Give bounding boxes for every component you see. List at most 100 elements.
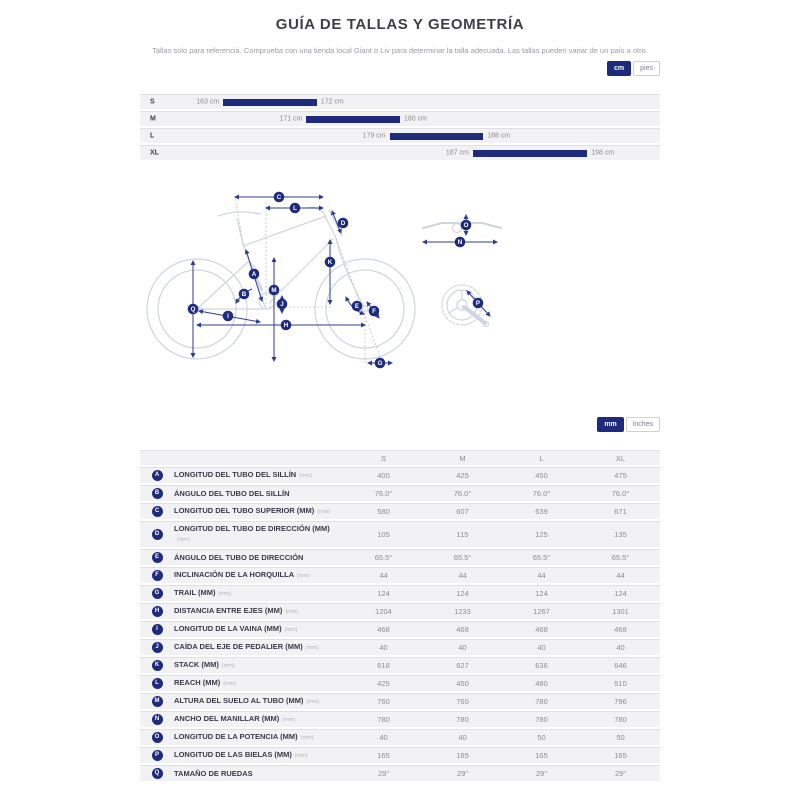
bike-geometry-illustration: A B C D E F G H I J K L M N O P Q: [146, 191, 502, 369]
cell-value: 76.0°: [532, 489, 551, 498]
cell-value: 44: [616, 571, 625, 580]
diagram-badge: [248, 268, 260, 280]
row-letter-badge: I: [151, 624, 163, 635]
cell-value: 40: [537, 643, 546, 652]
cell-value: 468: [456, 625, 469, 634]
row-letter-badge: N: [151, 714, 163, 725]
row-label: TAMAÑO DE RUEDAS: [174, 768, 253, 778]
cell-value: 480: [535, 679, 548, 688]
row-label: ÁNGULO DEL TUBO DE DIRECCIÓN: [174, 552, 304, 562]
diagram-badge: [187, 303, 199, 315]
cell-value: 29": [377, 769, 389, 778]
diagram-badge-letter: H: [284, 322, 289, 329]
cell-value: 44: [458, 571, 467, 580]
geometry-table-header: S M L XL: [140, 450, 660, 465]
cell-value: 124: [456, 589, 469, 598]
geometry-unit-inches-button[interactable]: inches: [625, 417, 660, 432]
cell-value: 50: [616, 733, 625, 742]
row-unit-suffix: (mm): [223, 681, 237, 687]
row-letter-badge: D: [151, 529, 163, 540]
diagram-badge: [238, 288, 250, 300]
cell-value: 76.0°: [453, 489, 472, 498]
cell-value: 780: [535, 715, 548, 724]
cell-value: 760: [456, 697, 469, 706]
row-label: LONGITUD DE LAS BIELAS (MM) (mm): [174, 750, 308, 759]
diagram-badge-letter: J: [280, 301, 284, 308]
cell-value: 124: [377, 589, 390, 598]
column-header-m: M: [459, 453, 466, 463]
cell-value: 580: [377, 507, 390, 516]
cell-value: 29": [535, 769, 547, 778]
cell-value: 780: [377, 715, 390, 724]
cell-value: 425: [456, 471, 469, 480]
row-unit-suffix: (mm): [294, 753, 308, 759]
table-row: B ÁNGULO DEL TUBO DEL SILLÍN 76.0° 76.0° 76.…: [140, 485, 660, 501]
cell-value: 760: [377, 697, 390, 706]
cell-value: 65.5°: [374, 553, 393, 562]
cell-value: 65.5°: [611, 553, 630, 562]
row-label: STACK (MM) (mm): [174, 660, 235, 669]
cell-value: 76.0°: [611, 489, 630, 498]
cell-value: 425: [377, 679, 390, 688]
cell-value: 40: [379, 733, 388, 742]
row-label: ANCHO DEL MANILLAR (MM) (mm): [174, 714, 296, 723]
geometry-unit-mm-button[interactable]: mm: [597, 417, 624, 432]
rider-height-chart: S 163 cm 172 cm M 171 cm 180 cm L 179 cm 188 cm X…: [140, 94, 660, 160]
diagram-badge-letter: I: [227, 313, 229, 320]
min-height-label: 163 cm: [196, 98, 220, 106]
table-row: E ÁNGULO DEL TUBO DE DIRECCIÓN 65.5° 65.5° 6…: [140, 549, 660, 565]
cell-value: 44: [379, 571, 388, 580]
row-label: INCLINACIÓN DE LA HORQUILLA (mm): [174, 570, 310, 579]
cell-value: 1267: [533, 607, 550, 616]
row-unit-suffix: (mm): [300, 735, 314, 741]
max-height-label: 198 cm: [591, 149, 615, 157]
geometry-diagram: A B C D E F G H I J K L M N O P Q: [140, 182, 660, 397]
diagram-badge: [222, 310, 234, 322]
table-row: C LONGITUD DEL TUBO SUPERIOR (MM) (mm) 580 6…: [140, 503, 660, 519]
diagram-badge-letter: D: [341, 220, 346, 227]
table-row: H DISTANCIA ENTRE EJES (MM) (mm) 1204 1233 12…: [140, 603, 660, 619]
size-label: M: [150, 115, 156, 123]
diagram-badge-letter: L: [293, 205, 297, 212]
cell-value: 125: [535, 530, 548, 539]
row-unit-suffix: (mm): [299, 473, 313, 479]
diagram-badges: A B C D E F G H I J K L M N O P Q: [187, 191, 484, 369]
cell-value: 40: [616, 643, 625, 652]
size-range-row: M 171 cm 180 cm: [140, 111, 660, 126]
diagram-badge: [351, 300, 363, 312]
row-label: TRAIL (MM) (mm): [174, 588, 232, 597]
size-range-row: XL 187 cm 198 cm: [140, 145, 660, 160]
row-label: ÁNGULO DEL TUBO DEL SILLÍN: [174, 488, 290, 498]
cell-value: 639: [535, 507, 548, 516]
cell-value: 468: [377, 625, 390, 634]
row-unit-suffix: (mm): [306, 699, 320, 705]
diagram-badge-letter: Q: [191, 306, 196, 313]
cell-value: 76.0°: [374, 489, 393, 498]
size-range-row: S 163 cm 172 cm: [140, 94, 660, 109]
height-unit-pies-button[interactable]: pies: [633, 61, 660, 76]
row-label: DISTANCIA ENTRE EJES (MM) (mm): [174, 606, 299, 615]
bike-outline: [146, 206, 502, 360]
cell-value: 165: [377, 751, 390, 760]
row-label: LONGITUD DE LA VAINA (MM) (mm): [174, 624, 298, 633]
row-letter-badge: H: [151, 606, 163, 617]
row-letter-badge: A: [151, 470, 163, 481]
cell-value: 510: [614, 679, 627, 688]
cell-value: 135: [614, 530, 627, 539]
min-height-label: 187 cm: [445, 149, 469, 157]
cell-value: 44: [537, 571, 546, 580]
max-height-label: 188 cm: [487, 132, 511, 140]
row-letter-badge: B: [151, 488, 163, 499]
cell-value: 1301: [612, 607, 629, 616]
cell-value: 50: [537, 733, 546, 742]
cell-value: 29": [614, 769, 626, 778]
max-height-label: 180 cm: [404, 115, 427, 123]
geometry-unit-toggle: mm inches: [140, 417, 660, 432]
diagram-badge: [460, 219, 472, 231]
max-height-label: 172 cm: [320, 98, 344, 106]
cell-value: 165: [535, 751, 548, 760]
row-letter-badge: M: [151, 696, 163, 707]
height-unit-cm-button[interactable]: cm: [607, 61, 632, 76]
cell-value: 450: [456, 679, 469, 688]
cell-value: 165: [614, 751, 627, 760]
